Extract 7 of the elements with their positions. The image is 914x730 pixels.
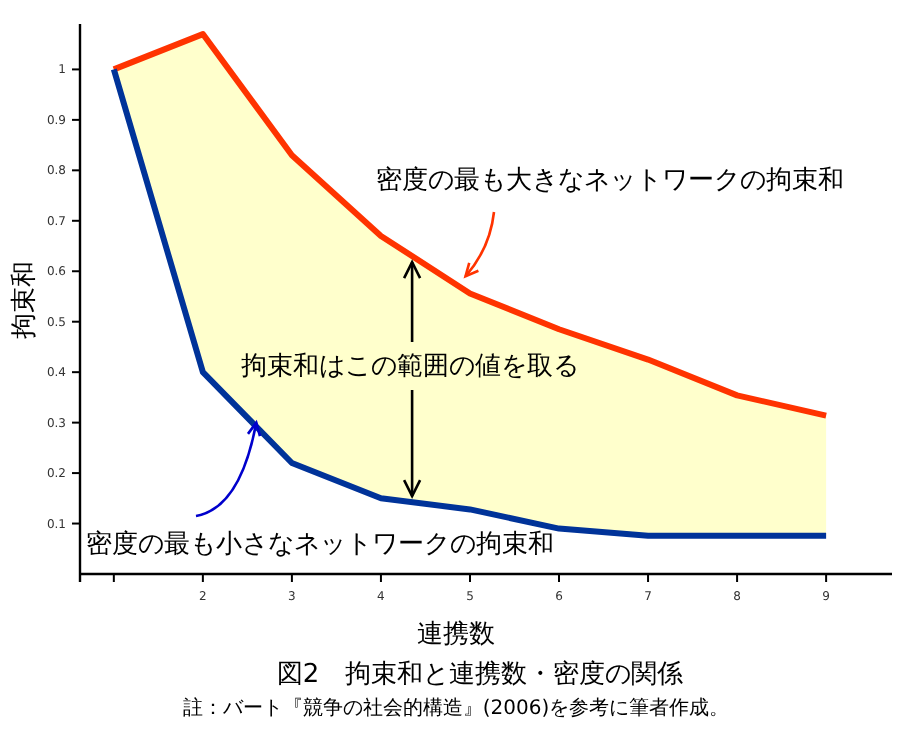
annotation: 密度の最も小さなネットワークの拘束和: [86, 528, 554, 560]
annotation: 密度の最も大きなネットワークの拘束和: [376, 164, 844, 196]
x-axis-title: 連携数: [417, 620, 495, 650]
annotation: 拘束和はこの範囲の値を取る: [241, 352, 579, 382]
y-axis-title: 拘束和: [10, 261, 40, 339]
text: 図2 拘束和と連携数・密度の関係: [276, 658, 684, 690]
text: 註：バート『競争の社会的構造』(2006)を参考に筆者作成。: [182, 696, 730, 720]
